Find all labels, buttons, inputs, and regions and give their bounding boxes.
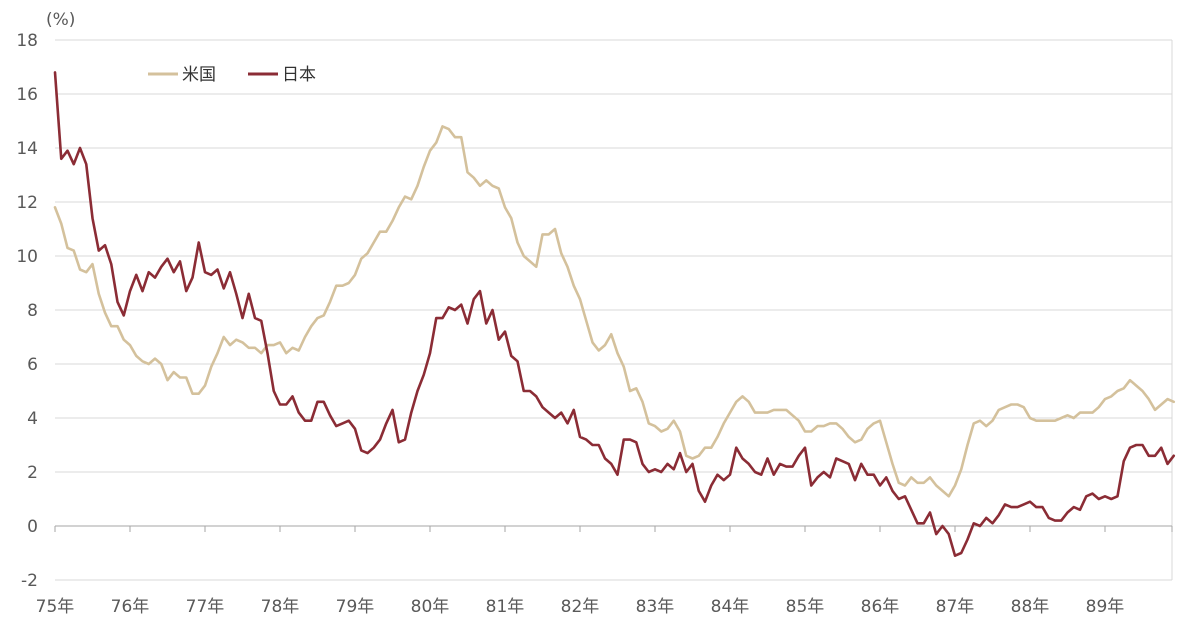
series-line-japan (53, 71, 1176, 558)
x-tick-label: 81年 (486, 597, 525, 617)
legend-label-us: 米国 (182, 65, 216, 85)
x-tick-label: 75年 (36, 597, 75, 617)
x-tick-label: 85年 (786, 597, 825, 617)
y-tick-label: -2 (21, 571, 38, 591)
tick-labels: -2 0 2 4 6 8 10 12 14 16 18 75年 76年 77年 78年 79年 80年 81年 82… (16, 31, 1124, 617)
axes (54, 525, 1173, 532)
x-tick-label: 79年 (336, 597, 375, 617)
x-tick-label: 77年 (186, 597, 225, 617)
x-tick-label: 84年 (711, 597, 750, 617)
x-tick-label: 83年 (636, 597, 675, 617)
x-tick-label: 80年 (411, 597, 450, 617)
y-tick-label: 2 (27, 463, 38, 483)
legend-label-japan: 日本 (282, 65, 316, 85)
y-tick-label: 10 (16, 247, 38, 267)
x-tick-label: 78年 (261, 597, 300, 617)
x-tick-label: 82年 (561, 597, 600, 617)
y-tick-label: 0 (27, 517, 38, 537)
x-tick-label: 86年 (861, 597, 900, 617)
y-tick-label: 8 (27, 301, 38, 321)
gridlines (55, 39, 1173, 581)
x-tick-label: 76年 (111, 597, 150, 617)
series-lines (53, 71, 1176, 558)
y-tick-label: 14 (16, 139, 38, 159)
y-unit-label: (%) (46, 10, 75, 30)
x-tick-label: 88年 (1011, 597, 1050, 617)
y-tick-label: 6 (27, 355, 38, 375)
legend: 米国 日本 (148, 65, 316, 85)
y-tick-label: 18 (16, 31, 38, 51)
x-tick-label: 87年 (936, 597, 975, 617)
y-tick-label: 4 (27, 409, 38, 429)
x-tick-label: 89年 (1086, 597, 1125, 617)
y-tick-label: 16 (16, 85, 38, 105)
series-line-us (53, 125, 1176, 498)
y-tick-label: 12 (16, 193, 38, 213)
